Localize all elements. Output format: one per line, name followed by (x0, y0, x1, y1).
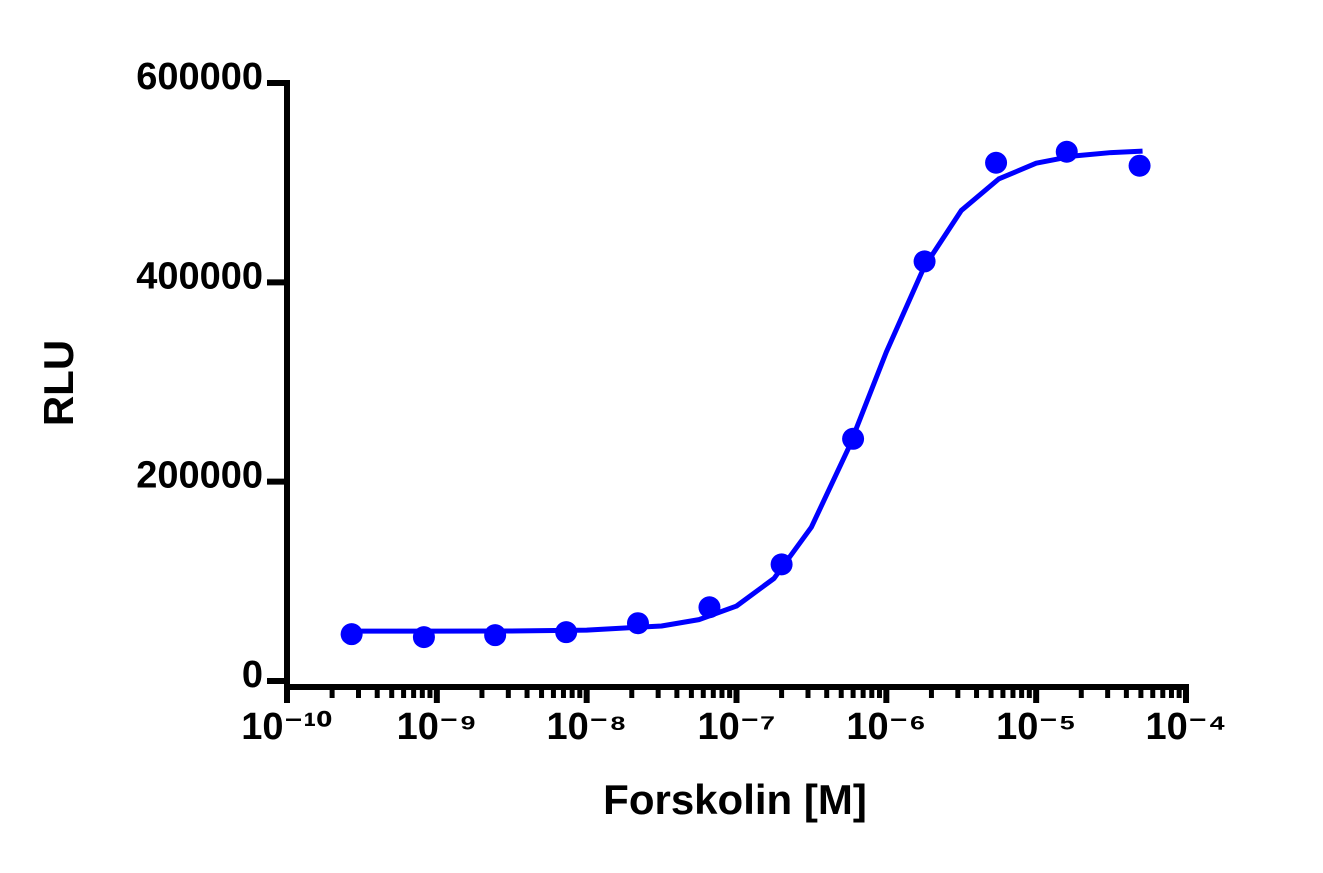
y-tick-label: 0 (242, 654, 263, 696)
x-tick-label: 10⁻⁹ (397, 706, 477, 748)
data-point (626, 612, 649, 635)
fit-curve (351, 148, 1143, 634)
x-tick-label: 10⁻⁵ (996, 706, 1076, 748)
data-point (1128, 154, 1151, 177)
x-axis-label: Forskolin [M] (603, 776, 867, 823)
data-point (484, 624, 507, 647)
y-axis-label: RLU (35, 340, 82, 426)
x-tick-label: 10⁻⁸ (547, 706, 627, 748)
x-tick-label: 10⁻⁷ (697, 706, 775, 748)
y-tick-label: 200000 (136, 455, 263, 497)
x-tick-label: 10⁻⁶ (846, 706, 926, 748)
y-tick-label: 400000 (136, 255, 263, 297)
data-point (985, 151, 1008, 174)
x-tick-label: 10⁻⁴ (1145, 706, 1226, 748)
y-tick-label: 600000 (136, 56, 263, 98)
x-tick-label: 10⁻¹⁰ (241, 706, 333, 748)
data-point (340, 623, 363, 646)
